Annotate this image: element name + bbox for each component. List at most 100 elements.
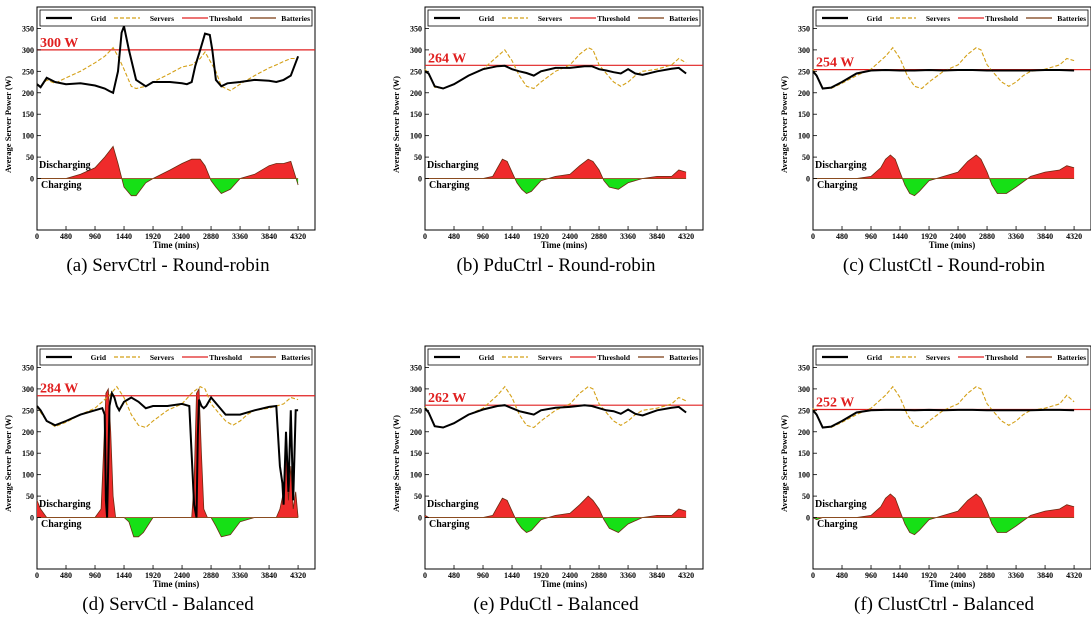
subplot-caption: (b) PduCtrl - Round-robin bbox=[457, 255, 656, 276]
x-tick-label: 2880 bbox=[979, 232, 995, 241]
x-tick-label: 960 bbox=[865, 571, 877, 580]
grid-series-line bbox=[424, 64, 687, 90]
x-tick-label: 480 bbox=[836, 232, 848, 241]
subplot-4: 284 W Discharging Charging 0 50 100 150 200 250 3… bbox=[3, 345, 316, 615]
x-tick-label: 2400 bbox=[174, 232, 190, 241]
y-tick-label: 200 bbox=[798, 428, 810, 437]
legend: Grid Servers Threshold Batteries bbox=[39, 348, 313, 366]
legend-label-threshold: Threshold bbox=[985, 353, 1019, 362]
x-tick-label: 1920 bbox=[145, 232, 161, 241]
y-tick-label: 0 bbox=[30, 175, 34, 184]
legend-label-batteries: Batteries bbox=[669, 14, 698, 23]
y-tick-label: 250 bbox=[410, 406, 422, 415]
legend-label-threshold: Threshold bbox=[209, 353, 243, 362]
servers-series-line bbox=[36, 46, 299, 92]
grid-series-line bbox=[812, 68, 1075, 90]
y-tick-label: 250 bbox=[22, 406, 34, 415]
y-tick-label: 250 bbox=[798, 67, 810, 76]
y-axis-label: Average Server Power (W) bbox=[3, 76, 13, 173]
x-tick-label: 4320 bbox=[1066, 232, 1082, 241]
legend-label-servers: Servers bbox=[538, 353, 562, 362]
x-tick-label: 4320 bbox=[290, 571, 306, 580]
y-tick-label: 350 bbox=[798, 363, 810, 372]
plot-frame bbox=[36, 345, 316, 570]
legend: Grid Servers Threshold Batteries bbox=[39, 9, 313, 27]
legend-label-threshold: Threshold bbox=[985, 14, 1019, 23]
y-tick-label: 300 bbox=[410, 385, 422, 394]
legend-label-batteries: Batteries bbox=[1057, 353, 1086, 362]
x-tick-label: 2880 bbox=[591, 571, 607, 580]
charging-label: Charging bbox=[817, 180, 858, 191]
y-tick-label: 150 bbox=[22, 449, 34, 458]
legend-box bbox=[39, 9, 313, 27]
charging-label: Charging bbox=[41, 519, 82, 530]
x-tick-label: 4320 bbox=[678, 232, 694, 241]
legend-label-batteries: Batteries bbox=[281, 14, 310, 23]
legend: Grid Servers Threshold Batteries bbox=[427, 348, 701, 366]
legend-box bbox=[427, 348, 701, 366]
x-tick-label: 480 bbox=[448, 571, 460, 580]
x-tick-label: 3360 bbox=[232, 232, 248, 241]
x-tick-label: 2880 bbox=[203, 232, 219, 241]
y-tick-label: 350 bbox=[410, 24, 422, 33]
x-tick-label: 3840 bbox=[1037, 232, 1053, 241]
batteries-discharging-area bbox=[813, 155, 1075, 179]
legend-label-grid: Grid bbox=[867, 14, 883, 23]
legend-box bbox=[815, 348, 1089, 366]
x-tick-label: 0 bbox=[423, 571, 427, 580]
legend: Grid Servers Threshold Batteries bbox=[815, 348, 1089, 366]
y-tick-label: 0 bbox=[30, 514, 34, 523]
y-tick-label: 150 bbox=[798, 110, 810, 119]
y-tick-label: 200 bbox=[22, 89, 34, 98]
threshold-label: 264 W bbox=[428, 51, 466, 66]
y-tick-label: 350 bbox=[22, 24, 34, 33]
charging-label: Charging bbox=[429, 519, 470, 530]
x-tick-label: 2880 bbox=[979, 571, 995, 580]
batteries-series-line bbox=[36, 387, 299, 538]
x-axis-label: Time (mins) bbox=[153, 240, 200, 250]
plot-frame bbox=[812, 6, 1091, 231]
x-tick-label: 1440 bbox=[504, 232, 520, 241]
plot-frame bbox=[812, 345, 1091, 570]
x-tick-label: 3840 bbox=[261, 571, 277, 580]
threshold-label: 262 W bbox=[428, 391, 466, 406]
legend-label-servers: Servers bbox=[926, 353, 950, 362]
discharging-label: Discharging bbox=[39, 160, 91, 171]
y-tick-label: 150 bbox=[410, 110, 422, 119]
y-tick-label: 0 bbox=[806, 175, 810, 184]
plot-frame bbox=[424, 6, 704, 231]
legend-label-servers: Servers bbox=[150, 14, 174, 23]
subplot-2: 264 W Discharging Charging 0 50 100 150 200 250 3… bbox=[391, 6, 704, 276]
batteries-charging-area bbox=[514, 178, 643, 194]
y-axis-label: Average Server Power (W) bbox=[779, 415, 789, 512]
x-tick-label: 1920 bbox=[145, 571, 161, 580]
subplot-caption: (d) ServCtl - Balanced bbox=[82, 594, 254, 615]
x-tick-label: 3360 bbox=[620, 571, 636, 580]
y-tick-label: 350 bbox=[410, 363, 422, 372]
subplot-6: 252 W Discharging Charging 0 50 100 150 200 250 3… bbox=[779, 345, 1091, 615]
threshold-label: 254 W bbox=[816, 56, 854, 71]
y-axis-label: Average Server Power (W) bbox=[391, 76, 401, 173]
x-tick-label: 960 bbox=[865, 232, 877, 241]
x-tick-label: 480 bbox=[60, 232, 72, 241]
y-tick-label: 50 bbox=[802, 492, 810, 501]
subplot-caption: (e) PduCtl - Balanced bbox=[473, 594, 639, 615]
servers-series-line bbox=[36, 385, 299, 429]
y-tick-label: 100 bbox=[22, 471, 34, 480]
x-tick-label: 1920 bbox=[921, 571, 937, 580]
x-tick-label: 1920 bbox=[533, 232, 549, 241]
plot-frame bbox=[36, 6, 316, 231]
subplot-caption: (c) ClustCtl - Round-robin bbox=[843, 255, 1046, 276]
legend-label-grid: Grid bbox=[479, 14, 495, 23]
legend-label-grid: Grid bbox=[479, 353, 495, 362]
grid-series-line bbox=[36, 22, 300, 95]
legend-label-threshold: Threshold bbox=[597, 353, 631, 362]
batteries-charging-area bbox=[121, 178, 299, 196]
servers-series-line bbox=[812, 385, 1075, 429]
y-tick-label: 300 bbox=[22, 46, 34, 55]
x-tick-label: 1920 bbox=[533, 571, 549, 580]
x-tick-label: 480 bbox=[60, 571, 72, 580]
x-tick-label: 4320 bbox=[290, 232, 306, 241]
y-tick-label: 100 bbox=[410, 132, 422, 141]
